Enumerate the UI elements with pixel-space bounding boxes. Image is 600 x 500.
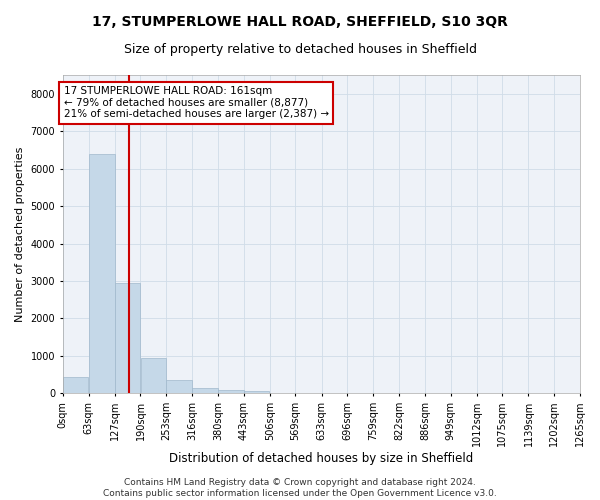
Bar — [244, 391, 269, 394]
Text: 17 STUMPERLOWE HALL ROAD: 161sqm
← 79% of detached houses are smaller (8,877)
21: 17 STUMPERLOWE HALL ROAD: 161sqm ← 79% o… — [64, 86, 329, 120]
Bar — [218, 390, 244, 394]
X-axis label: Distribution of detached houses by size in Sheffield: Distribution of detached houses by size … — [169, 452, 473, 465]
Text: Contains HM Land Registry data © Crown copyright and database right 2024.
Contai: Contains HM Land Registry data © Crown c… — [103, 478, 497, 498]
Bar — [115, 283, 140, 394]
Bar — [141, 358, 166, 394]
Text: Size of property relative to detached houses in Sheffield: Size of property relative to detached ho… — [124, 42, 476, 56]
Text: 17, STUMPERLOWE HALL ROAD, SHEFFIELD, S10 3QR: 17, STUMPERLOWE HALL ROAD, SHEFFIELD, S1… — [92, 15, 508, 29]
Bar — [166, 380, 192, 394]
Bar — [63, 377, 88, 394]
Y-axis label: Number of detached properties: Number of detached properties — [15, 146, 25, 322]
Bar — [192, 388, 218, 394]
Bar — [89, 154, 115, 394]
